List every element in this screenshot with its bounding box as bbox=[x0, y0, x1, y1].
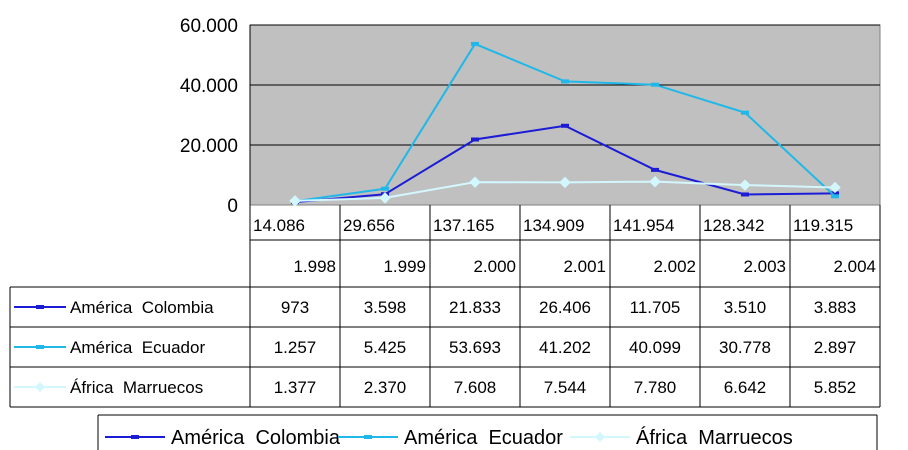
plot-area bbox=[249, 24, 881, 207]
data-point bbox=[831, 194, 839, 199]
table-cell: 11.705 bbox=[630, 298, 681, 317]
legend-marker bbox=[131, 435, 139, 439]
table-cell: 3.598 bbox=[364, 298, 407, 317]
legend-marker bbox=[595, 432, 605, 442]
table-cell: 1.377 bbox=[274, 378, 317, 397]
table-cell: 973 bbox=[281, 298, 309, 317]
table-cell: 7.544 bbox=[544, 378, 587, 397]
data-point bbox=[741, 192, 749, 197]
legend-label: América Ecuador bbox=[404, 427, 563, 449]
legend-key-marker bbox=[36, 305, 44, 309]
series-name: América Colombia bbox=[70, 298, 214, 317]
legend-key-marker bbox=[36, 345, 44, 349]
table-cell: 5.852 bbox=[814, 378, 857, 397]
table-cell: 7.780 bbox=[634, 378, 677, 397]
table-cell: 5.425 bbox=[364, 338, 407, 357]
top-row-value: 141.954 bbox=[613, 216, 674, 235]
table-cell: 41.202 bbox=[539, 338, 591, 357]
legend-key-marker bbox=[35, 382, 45, 392]
table-cell: 6.642 bbox=[724, 378, 767, 397]
table-cell: 2.897 bbox=[814, 338, 857, 357]
data-point bbox=[289, 195, 301, 207]
top-row-value: 14.086 bbox=[253, 216, 305, 235]
top-row-value: 134.909 bbox=[523, 216, 584, 235]
data-table: 14.086 29.656 137.165 134.909 141.954 128.342… bbox=[9, 205, 881, 408]
table-cell: 26.406 bbox=[539, 298, 591, 317]
legend-label: América Colombia bbox=[171, 427, 341, 449]
table-cell: 1.257 bbox=[274, 338, 317, 357]
x-category-label: 1.999 bbox=[383, 257, 426, 276]
data-point bbox=[649, 175, 661, 188]
data-point bbox=[469, 176, 481, 188]
top-row-value: 128.342 bbox=[703, 216, 764, 235]
x-category-label: 2.003 bbox=[743, 257, 786, 276]
x-category-label: 2.001 bbox=[563, 257, 606, 276]
data-point bbox=[651, 82, 659, 87]
data-point bbox=[651, 167, 659, 172]
data-point bbox=[829, 181, 841, 194]
data-point bbox=[559, 176, 571, 189]
data-point bbox=[741, 110, 749, 115]
table-cell: 53.693 bbox=[449, 338, 501, 357]
y-tick-label: 0 bbox=[227, 196, 238, 217]
y-axis: 60.000 40.000 20.000 0 bbox=[180, 16, 251, 217]
series-name: África Marruecos bbox=[70, 378, 203, 397]
data-point bbox=[471, 41, 479, 46]
table-cell: 21.833 bbox=[449, 298, 501, 317]
y-tick-label: 60.000 bbox=[180, 16, 238, 37]
plot-background bbox=[249, 24, 881, 206]
legend-label: África Marruecos bbox=[636, 426, 793, 449]
data-point bbox=[561, 79, 569, 84]
top-row-value: 119.315 bbox=[793, 216, 853, 235]
top-row-value: 29.656 bbox=[343, 216, 395, 235]
x-category-label: 1.998 bbox=[293, 257, 336, 276]
data-point bbox=[739, 179, 751, 191]
x-category-label: 2.004 bbox=[833, 257, 876, 276]
data-point bbox=[381, 186, 389, 191]
data-point bbox=[471, 137, 479, 142]
legend-marker bbox=[364, 435, 372, 439]
y-tick-label: 20.000 bbox=[180, 136, 238, 157]
data-point bbox=[831, 191, 839, 196]
data-point bbox=[379, 192, 391, 204]
series-name: América Ecuador bbox=[70, 338, 205, 357]
table-cell: 40.099 bbox=[629, 338, 681, 357]
table-cell: 3.883 bbox=[814, 298, 857, 317]
legend: América Colombia América Ecuador África Ma… bbox=[97, 414, 878, 450]
x-category-label: 2.000 bbox=[473, 257, 516, 276]
table-cell: 30.778 bbox=[719, 338, 771, 357]
top-row-value: 137.165 bbox=[433, 216, 494, 235]
table-cell: 3.510 bbox=[724, 298, 767, 317]
table-cell: 7.608 bbox=[454, 378, 497, 397]
y-tick-label: 40.000 bbox=[180, 76, 238, 97]
x-category-label: 2.002 bbox=[653, 257, 696, 276]
table-cell: 2.370 bbox=[364, 378, 407, 397]
data-point bbox=[561, 123, 569, 128]
